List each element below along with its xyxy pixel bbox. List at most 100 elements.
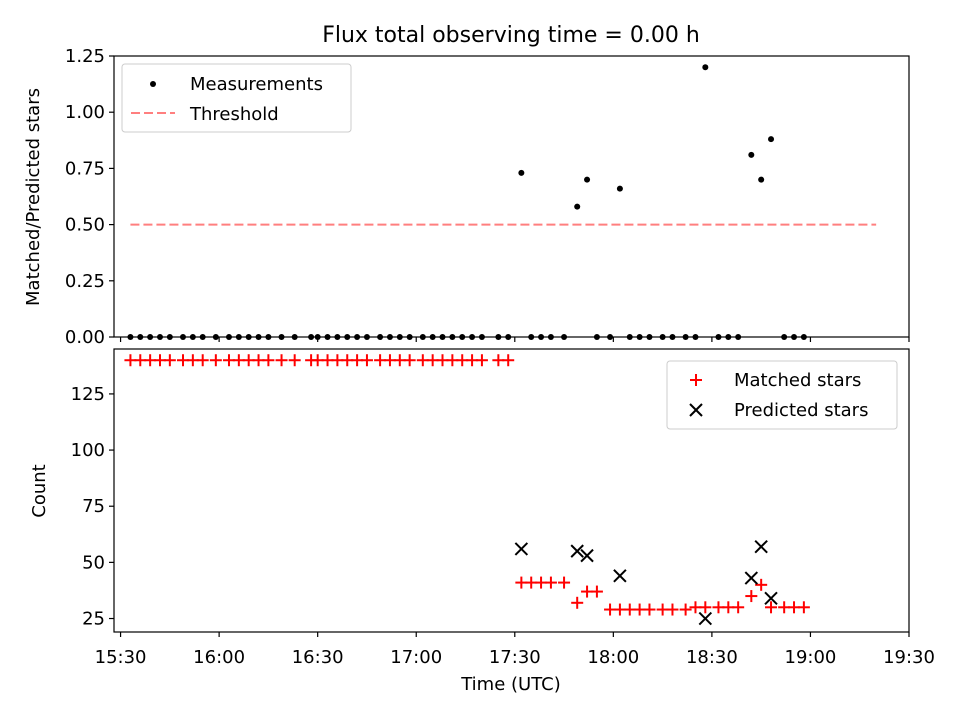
- measurement-point: [189, 334, 196, 340]
- measurement-point: [495, 334, 502, 340]
- measurement-point: [682, 334, 689, 340]
- top-legend-box: [121, 63, 352, 133]
- legend-threshold-label: Threshold: [189, 104, 279, 125]
- measurement-point: [449, 334, 456, 340]
- legend-measurements-label: Measurements: [190, 74, 323, 95]
- measurement-point: [308, 334, 315, 340]
- measurement-point: [439, 334, 446, 340]
- measurement-point: [505, 334, 512, 340]
- matched-star-point: [209, 354, 222, 367]
- measurement-point: [406, 334, 413, 340]
- measurement-point: [626, 334, 633, 340]
- top-y-tick-label: 0.00: [65, 327, 105, 348]
- measurement-point: [127, 334, 134, 340]
- bottom-x-tick-label: 19:00: [785, 647, 837, 668]
- legend-matched-label: Matched stars: [734, 370, 861, 391]
- matched-star-point: [643, 603, 656, 616]
- measurement-point: [725, 334, 732, 340]
- measurement-point: [199, 334, 206, 340]
- measurement-point: [377, 334, 384, 340]
- measurement-point: [354, 334, 361, 340]
- measurement-point: [781, 334, 788, 340]
- bottom-y-axis-label: Count: [29, 464, 50, 517]
- bottom-x-tick-label: 16:00: [193, 647, 245, 668]
- measurement-point: [147, 334, 154, 340]
- matched-star-point: [403, 354, 416, 367]
- measurement-point: [791, 334, 798, 340]
- x-axis-label: Time (UTC): [460, 674, 561, 695]
- matched-star-point: [679, 603, 692, 616]
- measurement-point: [518, 169, 525, 176]
- bottom-y-axis: 25 50 75 100 125: [71, 384, 114, 630]
- bottom-x-tick-label: 17:30: [489, 647, 541, 668]
- matched-star-point: [288, 354, 301, 367]
- measurement-point: [396, 334, 403, 340]
- bottom-legend-box: [666, 360, 898, 430]
- measurement-point: [314, 334, 321, 340]
- matched-star-point: [571, 596, 584, 609]
- measurement-point: [758, 176, 765, 183]
- measurement-point: [607, 334, 614, 340]
- predicted-star-point: [570, 544, 584, 558]
- measurement-point: [547, 334, 554, 340]
- bottom-x-tick-label: 17:00: [390, 647, 442, 668]
- matched-star-point: [666, 603, 679, 616]
- measurement-point: [478, 334, 485, 340]
- measurement-point: [616, 185, 623, 192]
- measurement-point: [419, 334, 426, 340]
- bottom-x-tick-label: 16:30: [292, 647, 344, 668]
- predicted-star-point: [754, 539, 768, 554]
- matched-star-point: [544, 576, 557, 589]
- bottom-y-tick-label: 125: [71, 384, 105, 405]
- top-series-layer: [127, 64, 877, 340]
- measurement-point: [692, 334, 699, 340]
- matched-star-point: [699, 601, 712, 614]
- measurement-point: [669, 334, 676, 340]
- measurement-point: [768, 136, 775, 143]
- matched-star-point: [163, 354, 176, 367]
- matched-star-point: [732, 601, 745, 614]
- measurement-point: [344, 334, 351, 340]
- measurement-point: [225, 334, 232, 340]
- matched-star-point: [502, 354, 515, 367]
- bottom-y-tick-label: 50: [82, 552, 105, 573]
- measurement-point: [278, 334, 285, 340]
- legend-predicted-marker: [689, 403, 703, 417]
- top-y-tick-label: 0.25: [65, 271, 105, 292]
- measurement-point: [528, 334, 535, 340]
- bottom-y-tick-label: 25: [82, 609, 105, 630]
- measurement-point: [386, 334, 393, 340]
- measurement-point: [363, 334, 370, 340]
- measurement-point: [735, 334, 742, 340]
- measurement-point: [702, 64, 709, 71]
- legend-predicted-label: Predicted stars: [734, 400, 868, 421]
- measurement-point: [748, 151, 755, 158]
- top-y-tick-label: 1.25: [65, 46, 105, 67]
- bottom-series-layer: [124, 354, 810, 626]
- measurement-point: [324, 334, 331, 340]
- predicted-star-point: [613, 569, 627, 583]
- matched-star-point: [755, 578, 768, 591]
- measurement-point: [800, 334, 807, 340]
- bottom-legend: Matched stars Predicted stars: [666, 360, 898, 430]
- matched-star-point: [360, 354, 373, 367]
- matched-star-point: [745, 590, 758, 603]
- bottom-plot-frame: [113, 348, 910, 633]
- top-y-axis: 0.00 0.25 0.50 0.75 1.00 1.25: [65, 46, 114, 348]
- measurement-point: [459, 334, 466, 340]
- top-y-axis-label: Matched/Predicted stars: [23, 88, 44, 306]
- measurement-point: [212, 334, 219, 340]
- top-plot-frame: [113, 55, 910, 338]
- matched-star-point: [262, 354, 275, 367]
- measurement-point: [255, 334, 262, 340]
- top-y-tick-label: 1.00: [65, 102, 105, 123]
- legend-measurements-marker: [150, 81, 156, 87]
- legend-matched-marker: [690, 374, 702, 386]
- measurement-point: [137, 334, 144, 340]
- measurement-point: [156, 334, 163, 340]
- measurement-point: [538, 334, 545, 340]
- bottom-y-tick-label: 75: [82, 496, 105, 517]
- matched-star-point: [590, 585, 603, 598]
- predicted-star-point: [514, 542, 529, 556]
